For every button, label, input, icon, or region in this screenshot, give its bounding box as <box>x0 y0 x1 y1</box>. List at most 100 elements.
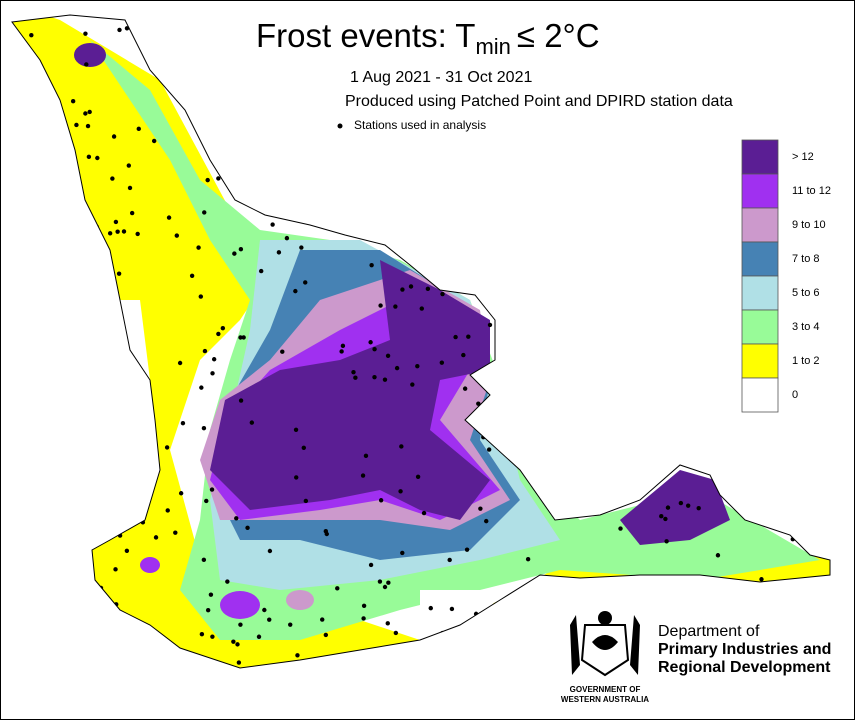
station <box>295 653 300 658</box>
legend-swatch <box>741 207 779 243</box>
station <box>262 607 267 613</box>
station <box>235 642 240 647</box>
station <box>113 567 118 572</box>
station <box>238 335 243 340</box>
station <box>400 287 405 292</box>
station <box>29 32 34 38</box>
zone <box>140 557 160 573</box>
station <box>410 382 415 387</box>
station <box>439 360 445 365</box>
station <box>83 111 88 116</box>
station <box>288 622 293 627</box>
station <box>110 176 115 181</box>
station <box>323 529 329 534</box>
station <box>151 138 157 144</box>
station <box>173 530 178 535</box>
station <box>361 616 366 621</box>
station <box>165 508 170 513</box>
station <box>135 231 140 237</box>
station <box>715 553 721 558</box>
station <box>126 163 132 168</box>
station <box>294 475 299 480</box>
logo-line1: Department of <box>658 623 760 640</box>
legend-label: 3 to 4 <box>792 321 820 333</box>
legend: > 12 11 to 12 9 to 10 7 to 8 5 to 6 3 to 4 1 t… <box>741 139 831 413</box>
station <box>276 250 282 255</box>
legend-swatch <box>741 343 779 379</box>
station <box>202 348 208 354</box>
station <box>70 99 76 104</box>
station <box>210 634 215 639</box>
station <box>84 62 89 67</box>
station <box>201 425 207 431</box>
station <box>211 357 217 362</box>
station <box>466 334 471 339</box>
station <box>267 617 272 622</box>
station <box>153 535 159 540</box>
station <box>440 291 445 297</box>
legend-label: 9 to 10 <box>792 219 826 231</box>
station <box>399 444 404 449</box>
station <box>320 617 325 622</box>
title-rest: ≤ 2°C <box>517 17 600 54</box>
legend-swatch <box>741 173 779 209</box>
legend-label: 1 to 2 <box>792 355 820 367</box>
station <box>372 346 377 352</box>
station <box>107 231 113 236</box>
period: 1 Aug 2021 - 31 Oct 2021 <box>350 69 532 86</box>
station <box>447 557 452 563</box>
station <box>378 498 384 503</box>
crest-swan <box>592 635 618 650</box>
station <box>198 294 204 299</box>
legend-swatch <box>741 309 779 345</box>
station <box>665 505 671 510</box>
crest-crown <box>598 611 612 625</box>
station <box>393 304 398 309</box>
station <box>216 331 221 337</box>
title-main: Frost events: T <box>256 17 475 54</box>
station <box>256 634 262 639</box>
station <box>372 374 377 380</box>
station <box>117 27 122 33</box>
station <box>486 447 492 452</box>
legend-label: > 12 <box>792 151 814 163</box>
station <box>234 516 239 521</box>
station <box>382 584 388 590</box>
station <box>113 219 119 225</box>
logo-gov1: GOVERNMENT OF <box>570 685 641 694</box>
legend-swatch <box>741 377 779 413</box>
station <box>178 491 184 496</box>
logo-gov2: WESTERN AUSTRALIA <box>561 695 649 704</box>
station <box>323 632 329 638</box>
station <box>205 607 211 613</box>
station <box>303 498 309 504</box>
station <box>361 603 367 608</box>
station <box>238 622 243 627</box>
station <box>164 445 170 450</box>
station <box>129 210 135 216</box>
station <box>267 548 273 554</box>
station <box>663 516 668 522</box>
station <box>378 303 383 308</box>
legend-swatch <box>741 241 779 277</box>
station <box>83 31 88 36</box>
station <box>204 498 209 504</box>
station <box>382 377 388 382</box>
station <box>618 526 623 531</box>
station <box>236 660 242 665</box>
station <box>270 222 275 227</box>
zone <box>620 470 730 545</box>
station <box>202 210 207 215</box>
station <box>201 557 207 563</box>
station <box>385 621 390 626</box>
station <box>464 547 470 552</box>
station <box>301 445 306 450</box>
station <box>415 474 421 480</box>
station <box>209 487 215 492</box>
station <box>394 365 400 371</box>
zone <box>74 43 106 67</box>
station <box>525 556 531 562</box>
station <box>280 349 285 354</box>
station <box>136 126 141 132</box>
